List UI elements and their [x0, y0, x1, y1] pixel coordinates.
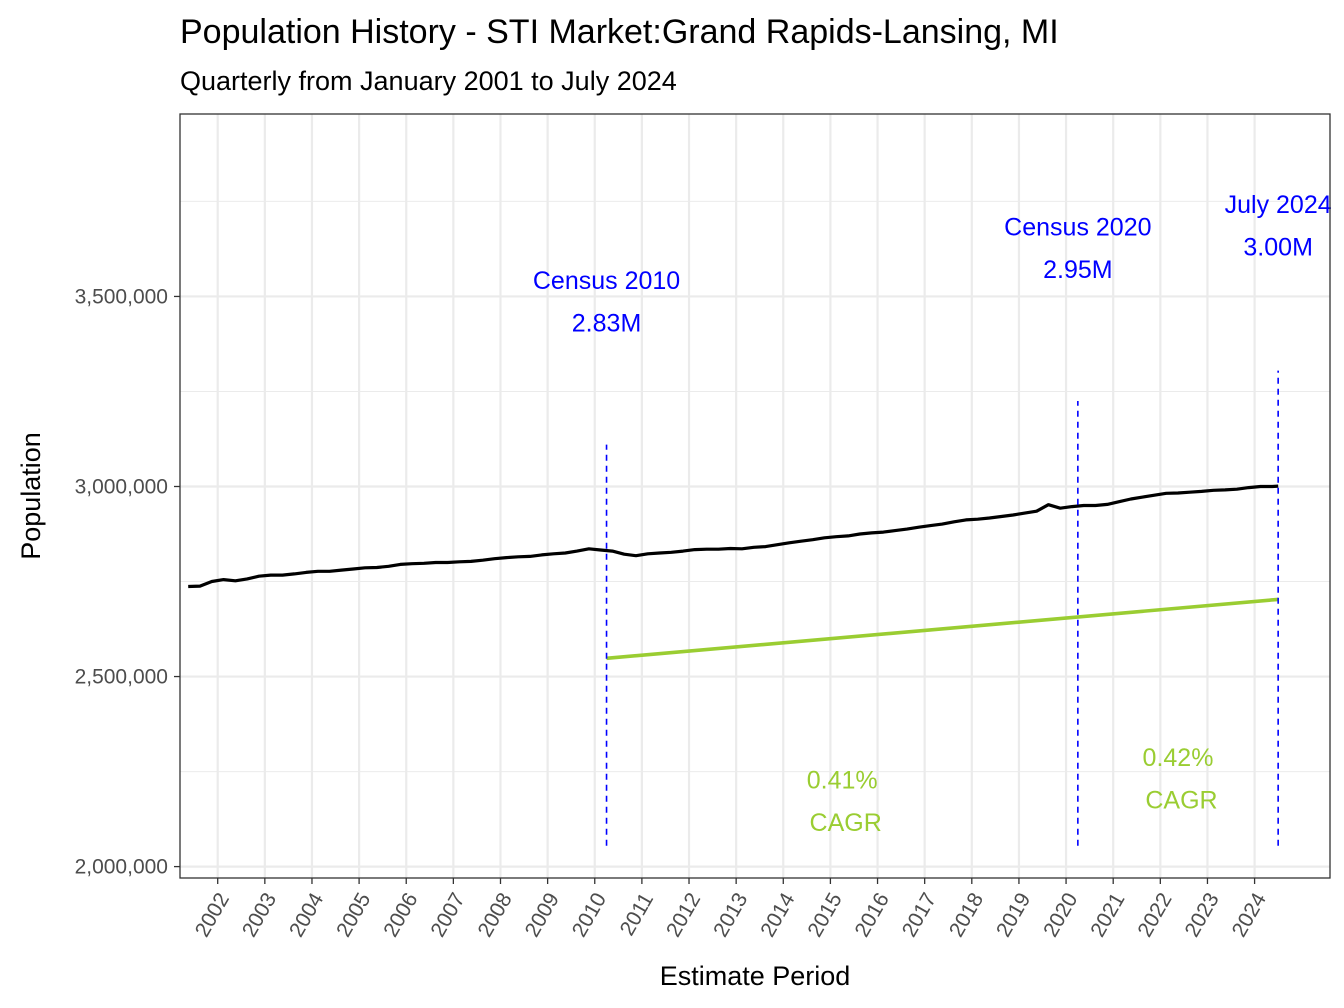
x-tick-label: 2017: [898, 889, 941, 941]
chart-title: Population History - STI Market:Grand Ra…: [180, 13, 1059, 51]
x-tick-label: 2009: [521, 889, 564, 941]
y-tick-label: 2,000,000: [75, 856, 168, 879]
x-tick-label: 2019: [992, 889, 1035, 941]
annotation: Census 2010 2.83M: [533, 267, 680, 338]
y-axis-title: Population: [16, 432, 46, 560]
x-tick-label: 2023: [1181, 889, 1224, 941]
annotation: 0.41% CAGR: [803, 767, 882, 838]
annotation: 0.42% CAGR: [1138, 744, 1217, 815]
population-line: [188, 484, 1279, 589]
annotation-line: 2.95M: [1043, 256, 1112, 284]
x-tick-label: 2007: [426, 889, 469, 941]
axes: 2,000,000 2,500,000 3,000,000 3,500,000 2002…: [75, 285, 1272, 941]
x-tick-label: 2005: [332, 889, 375, 941]
y-tick-label: 3,500,000: [75, 285, 168, 308]
x-tick-label: 2006: [379, 889, 422, 941]
x-tick-label: 2020: [1039, 889, 1082, 941]
x-tick-label: 2022: [1133, 889, 1176, 941]
x-tick-label: 2018: [945, 889, 988, 941]
annotation: Census 2020 2.95M: [1004, 214, 1151, 285]
x-tick-label: 2008: [474, 889, 517, 941]
x-tick-label: 2024: [1228, 889, 1271, 941]
annotation: July 2024 3.00M: [1225, 191, 1332, 262]
x-tick-label: 2012: [662, 889, 705, 941]
annotation-line: Census 2010: [533, 267, 680, 295]
annotation-line: 3.00M: [1243, 233, 1312, 261]
x-tick-label: 2011: [616, 889, 659, 940]
y-tick-label: 2,500,000: [75, 666, 168, 689]
x-tick-label: 2003: [238, 889, 281, 941]
annotation-line: July 2024: [1225, 191, 1332, 219]
annotation-line: 2.83M: [572, 309, 641, 337]
panel-border: [179, 113, 1331, 879]
x-tick-label: 2015: [803, 889, 846, 941]
annotation-line: 0.41%: [807, 767, 878, 795]
annotation-line: CAGR: [1138, 786, 1217, 814]
x-tick-label: 2014: [756, 889, 799, 941]
cagr-trend-line: [606, 597, 1279, 661]
x-axis-title: Estimate Period: [660, 961, 851, 991]
annotation-line: 0.42%: [1143, 744, 1214, 772]
x-tick-label: 2016: [851, 889, 894, 941]
annotation-line: Census 2020: [1004, 214, 1151, 242]
x-tick-label: 2013: [709, 889, 752, 941]
y-tick-label: 3,000,000: [75, 475, 168, 498]
plot-area: Census 2010 2.83M Census 2020 2.95M July 202…: [188, 191, 1332, 846]
grid-lines: [180, 114, 1330, 878]
x-tick-label: 2002: [191, 889, 234, 941]
x-tick-label: 2021: [1086, 889, 1129, 941]
annotation-line: CAGR: [803, 809, 882, 837]
chart-subtitle: Quarterly from January 2001 to July 2024: [180, 66, 677, 96]
x-tick-label: 2004: [285, 889, 328, 941]
x-tick-label: 2010: [568, 889, 611, 941]
